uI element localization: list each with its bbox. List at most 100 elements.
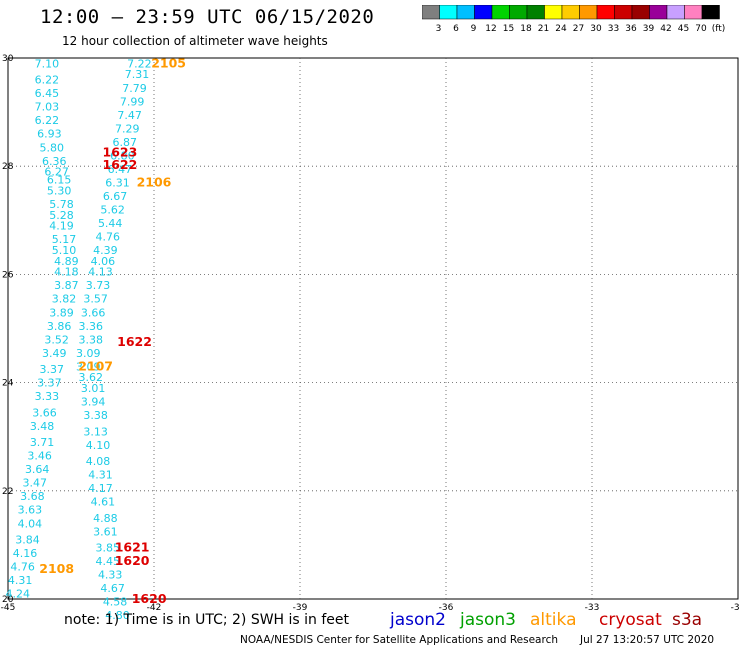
y-tick-label: 20 <box>2 595 14 605</box>
scale-label: 24 <box>555 24 567 34</box>
pass-time-label: 2106 <box>137 174 172 189</box>
x-tick-label: -33 <box>585 603 600 613</box>
pass-time-label: 1622 <box>103 157 138 172</box>
x-tick-label: -36 <box>439 603 454 613</box>
swh-value-label: 3.48 <box>30 420 55 433</box>
swh-value-label: 6.87 <box>113 136 138 149</box>
swh-value-label: 3.71 <box>30 436 55 449</box>
wave-height-color-scale: 3 6 9 12 15 18 21 24 27 30 33 36 39 42 45 70 (ft) <box>422 5 726 34</box>
satellite-legend-cryosat: cryosat <box>599 610 662 630</box>
swh-value-label: 7.31 <box>125 68 150 81</box>
swh-value-label: 6.36 <box>42 155 67 168</box>
pass-time-label: 1621 <box>115 540 150 555</box>
swh-value-label: 6.15 <box>47 174 72 187</box>
swh-value-label: 5.78 <box>49 198 74 211</box>
scale-label: 18 <box>520 24 532 34</box>
swh-value-label: 4.39 <box>93 244 118 257</box>
y-tick-label: 26 <box>2 270 14 280</box>
units-note: note: 1) Time is in UTC; 2) SWH is in fe… <box>64 612 350 628</box>
swh-value-label: 4.13 <box>88 266 113 279</box>
scale-label: 27 <box>573 24 584 34</box>
scale-label: 21 <box>538 24 549 34</box>
swh-value-label: 3.46 <box>27 450 52 463</box>
satellite-legend-altika: altika <box>530 610 577 630</box>
chart-subtitle: 12 hour collection of altimeter wave hei… <box>62 34 328 48</box>
swh-value-label: 7.22 <box>127 57 152 70</box>
x-tick-label: -45 <box>1 603 16 613</box>
swh-value-label: 7.79 <box>122 82 147 95</box>
swh-value-label: 4.06 <box>91 255 116 268</box>
swh-value-label: 3.82 <box>52 293 77 306</box>
swh-value-label: 4.19 <box>49 220 74 233</box>
swh-value-label: 3.87 <box>54 279 79 292</box>
swh-value-label: 4.17 <box>88 482 113 495</box>
swh-value-label: 3.13 <box>83 425 108 438</box>
x-tick-label: -30 <box>731 603 740 613</box>
pass-time-label: 2108 <box>39 561 74 576</box>
swh-value-label: 7.47 <box>117 109 142 122</box>
plot-area: -45-42-39-36-33-302022242628307.106.226.… <box>1 54 740 620</box>
swh-value-label: 3.47 <box>23 477 48 490</box>
scale-label: (ft) <box>712 24 726 34</box>
scale-label: 33 <box>608 24 619 34</box>
swh-value-label: 4.04 <box>18 517 43 530</box>
swh-value-label: 4.08 <box>86 455 111 468</box>
swh-value-label: 3.37 <box>40 363 65 376</box>
swh-value-label: 6.27 <box>44 166 69 179</box>
swh-value-label: 7.10 <box>35 57 60 70</box>
swh-value-label: 5.28 <box>49 209 74 222</box>
scale-label: 12 <box>485 24 496 34</box>
swh-value-label: 4.88 <box>93 512 118 525</box>
swh-value-label: 3.49 <box>42 347 67 360</box>
scale-label: 6 <box>453 24 459 34</box>
y-tick-label: 28 <box>2 162 14 172</box>
swh-value-label: 3.36 <box>78 320 103 333</box>
swh-value-label: 5.10 <box>52 244 77 257</box>
swh-value-label: 5.62 <box>100 203 125 216</box>
swh-value-label: 3.68 <box>20 490 45 503</box>
scale-label: 36 <box>625 24 637 34</box>
swh-value-label: 4.31 <box>88 469 113 482</box>
swh-value-label: 4.10 <box>86 439 111 452</box>
chart-title: 12:00 – 23:59 UTC 06/15/2020 <box>40 6 375 28</box>
swh-value-label: 6.22 <box>35 114 60 127</box>
swh-value-label: 3.33 <box>35 390 60 403</box>
swh-value-label: 4.24 <box>5 588 30 601</box>
swh-value-label: 3.85 <box>96 542 121 555</box>
swh-value-label: 4.45 <box>96 555 121 568</box>
pass-time-label: 2105 <box>151 55 186 70</box>
swh-value-label: 3.38 <box>78 333 103 346</box>
scale-label: 3 <box>436 24 442 34</box>
swh-value-label: 3.66 <box>32 406 57 419</box>
swh-value-label: 3.94 <box>81 396 106 409</box>
pass-time-label: 1623 <box>103 145 138 160</box>
swh-value-label: 4.89 <box>54 255 79 268</box>
swh-value-label: 5.80 <box>40 141 65 154</box>
swh-value-label: 3.89 <box>49 306 74 319</box>
swh-value-label: 7.03 <box>35 101 60 114</box>
swh-value-label: 3.63 <box>18 504 43 517</box>
y-tick-label: 22 <box>2 487 13 497</box>
swh-value-label: 6.31 <box>105 176 130 189</box>
swh-value-label: 4.31 <box>8 574 33 587</box>
swh-value-label: 7.99 <box>120 95 145 108</box>
swh-value-label: 3.01 <box>81 382 106 395</box>
scale-label: 42 <box>660 24 671 34</box>
scale-label: 70 <box>695 24 707 34</box>
swh-value-label: 7.29 <box>115 122 140 135</box>
swh-value-label: 4.80 <box>105 609 130 620</box>
pass-time-label: 1622 <box>117 334 152 349</box>
swh-value-label: 6.47 <box>108 163 133 176</box>
footer-note-row: note: 1) Time is in UTC; 2) SWH is in fe… <box>0 610 740 632</box>
x-tick-label: -39 <box>293 603 308 613</box>
swh-value-label: 3.37 <box>37 377 62 390</box>
swh-value-label: 6.80 <box>110 149 135 162</box>
scale-label: 39 <box>643 24 655 34</box>
swh-value-label: 3.66 <box>81 306 106 319</box>
y-tick-label: 24 <box>2 379 14 389</box>
swh-value-label: 3.73 <box>86 279 111 292</box>
satellite-legend-jason3: jason3 <box>460 610 516 630</box>
scale-label: 9 <box>471 24 477 34</box>
swh-value-label: 5.30 <box>47 185 72 198</box>
swh-value-label: 4.76 <box>10 561 35 574</box>
